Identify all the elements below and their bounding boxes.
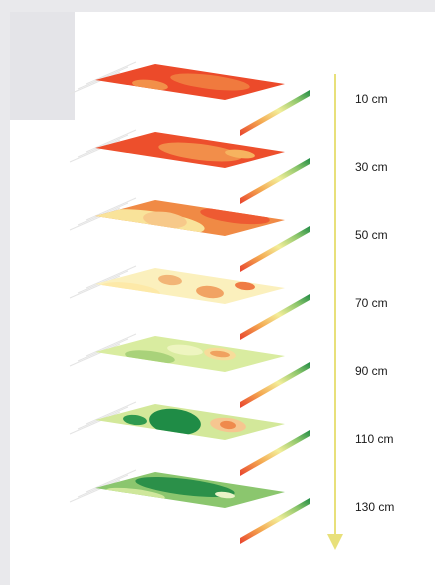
grid-line [85, 197, 137, 221]
grid-line [69, 343, 121, 367]
value-patch [123, 414, 147, 426]
corner-shade [10, 12, 75, 120]
layer-2 [69, 129, 310, 204]
layer-6 [69, 401, 310, 476]
layer-1 [69, 61, 310, 136]
depth-label: 90 cm [355, 364, 388, 378]
value-patch [220, 420, 236, 430]
figure-card: 10 cm 30 cm 50 cm 70 cm 90 cm 110 cm 130 cm [10, 12, 435, 585]
grid-line [69, 139, 121, 163]
color-ramp [240, 158, 310, 204]
layer-5 [69, 333, 310, 408]
layer-slab [95, 268, 285, 304]
layer-4 [69, 265, 310, 340]
color-ramp [240, 430, 310, 476]
value-patch [170, 73, 250, 91]
grid-line [85, 265, 137, 289]
value-patch [158, 142, 242, 162]
value-patch [135, 476, 235, 498]
value-patch [210, 350, 230, 358]
grid-line [69, 411, 121, 435]
value-patch [235, 281, 255, 291]
layer-3 [69, 197, 310, 272]
grid-line [69, 71, 121, 95]
value-patch [196, 285, 224, 299]
grid-line [69, 479, 121, 503]
depth-label: 50 cm [355, 228, 388, 242]
color-ramp [240, 90, 310, 136]
value-patch [167, 344, 203, 356]
value-patch [200, 207, 270, 225]
depth-label: 10 cm [355, 92, 388, 106]
grid-line [85, 401, 137, 425]
layer-7 [69, 469, 310, 544]
color-ramp [240, 362, 310, 408]
color-ramp [240, 226, 310, 272]
grid-line [69, 207, 121, 231]
depth-label: 110 cm [355, 432, 394, 446]
depth-label: 130 cm [355, 500, 395, 514]
value-patch [149, 408, 201, 436]
depth-label: 30 cm [355, 160, 388, 174]
grid-line [85, 61, 137, 85]
grid-line [85, 469, 137, 493]
grid-line [85, 333, 137, 357]
layer-slab [95, 200, 285, 236]
grid-line [85, 129, 137, 153]
value-patch [225, 149, 255, 159]
color-ramp [240, 294, 310, 340]
value-patch [143, 211, 187, 229]
soil-depth-diagram [69, 61, 343, 550]
color-ramp [240, 498, 310, 544]
depth-label: 70 cm [355, 296, 388, 310]
value-patch [215, 491, 235, 499]
value-patch [158, 274, 182, 286]
grid-line [69, 275, 121, 299]
